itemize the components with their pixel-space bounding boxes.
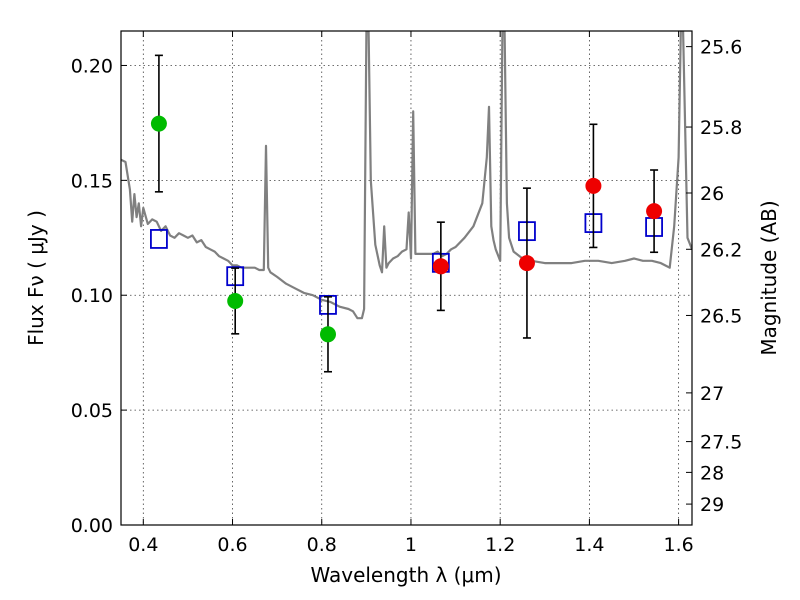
observed-point-marker bbox=[585, 177, 602, 194]
model-square-marker bbox=[150, 229, 168, 249]
observed-point-marker bbox=[227, 292, 244, 309]
grid-lines bbox=[121, 31, 692, 525]
right-tick-label: 25.8 bbox=[700, 117, 742, 139]
y-tick-label: 0.00 bbox=[71, 515, 113, 537]
model-spectrum bbox=[121, 31, 692, 320]
right-tick-label: 27.5 bbox=[700, 432, 742, 454]
x-tick-label: 1 bbox=[405, 534, 417, 556]
right-tick-label: 28 bbox=[700, 462, 724, 484]
y-axis-label: Flux Fν ( μJy ) bbox=[24, 210, 48, 346]
observed-point-marker bbox=[432, 258, 449, 275]
x-tick-label: 1.2 bbox=[485, 534, 515, 556]
right-tick-label: 27 bbox=[700, 383, 724, 405]
x-axis-label: Wavelength λ (μm) bbox=[310, 563, 501, 587]
right-tick-label: 26.2 bbox=[700, 239, 742, 261]
plot-frame bbox=[120, 30, 693, 526]
spectrum-line bbox=[121, 31, 692, 320]
right-tick-label: 26 bbox=[700, 183, 724, 205]
right-tick-label: 25.6 bbox=[700, 37, 742, 59]
right-axis-label: Magnitude (AB) bbox=[757, 200, 781, 355]
right-tick-label: 26.5 bbox=[700, 305, 742, 327]
x-tick-label: 1.4 bbox=[574, 534, 604, 556]
y-tick-label: 0.15 bbox=[71, 170, 113, 192]
x-tick-label: 1.6 bbox=[664, 534, 694, 556]
y-tick-label: 0.20 bbox=[71, 55, 113, 77]
x-tick-label: 0.6 bbox=[217, 534, 247, 556]
right-tick-label: 29 bbox=[700, 494, 724, 516]
observed-point-marker bbox=[518, 255, 535, 272]
observed-point-marker bbox=[150, 115, 167, 132]
observed-point-marker bbox=[646, 203, 663, 220]
y-tick-label: 0.05 bbox=[71, 400, 113, 422]
y-tick-label: 0.10 bbox=[71, 285, 113, 307]
axes: 0.4 0.6 0.8 1 1.2 1.4 1.6 0.00 0.05 0.10 0.15 0.20 2… bbox=[71, 31, 742, 556]
x-tick-label: 0.4 bbox=[128, 534, 158, 556]
x-tick-label: 0.8 bbox=[307, 534, 337, 556]
observed-point-marker bbox=[319, 326, 336, 343]
data-points bbox=[150, 54, 663, 373]
